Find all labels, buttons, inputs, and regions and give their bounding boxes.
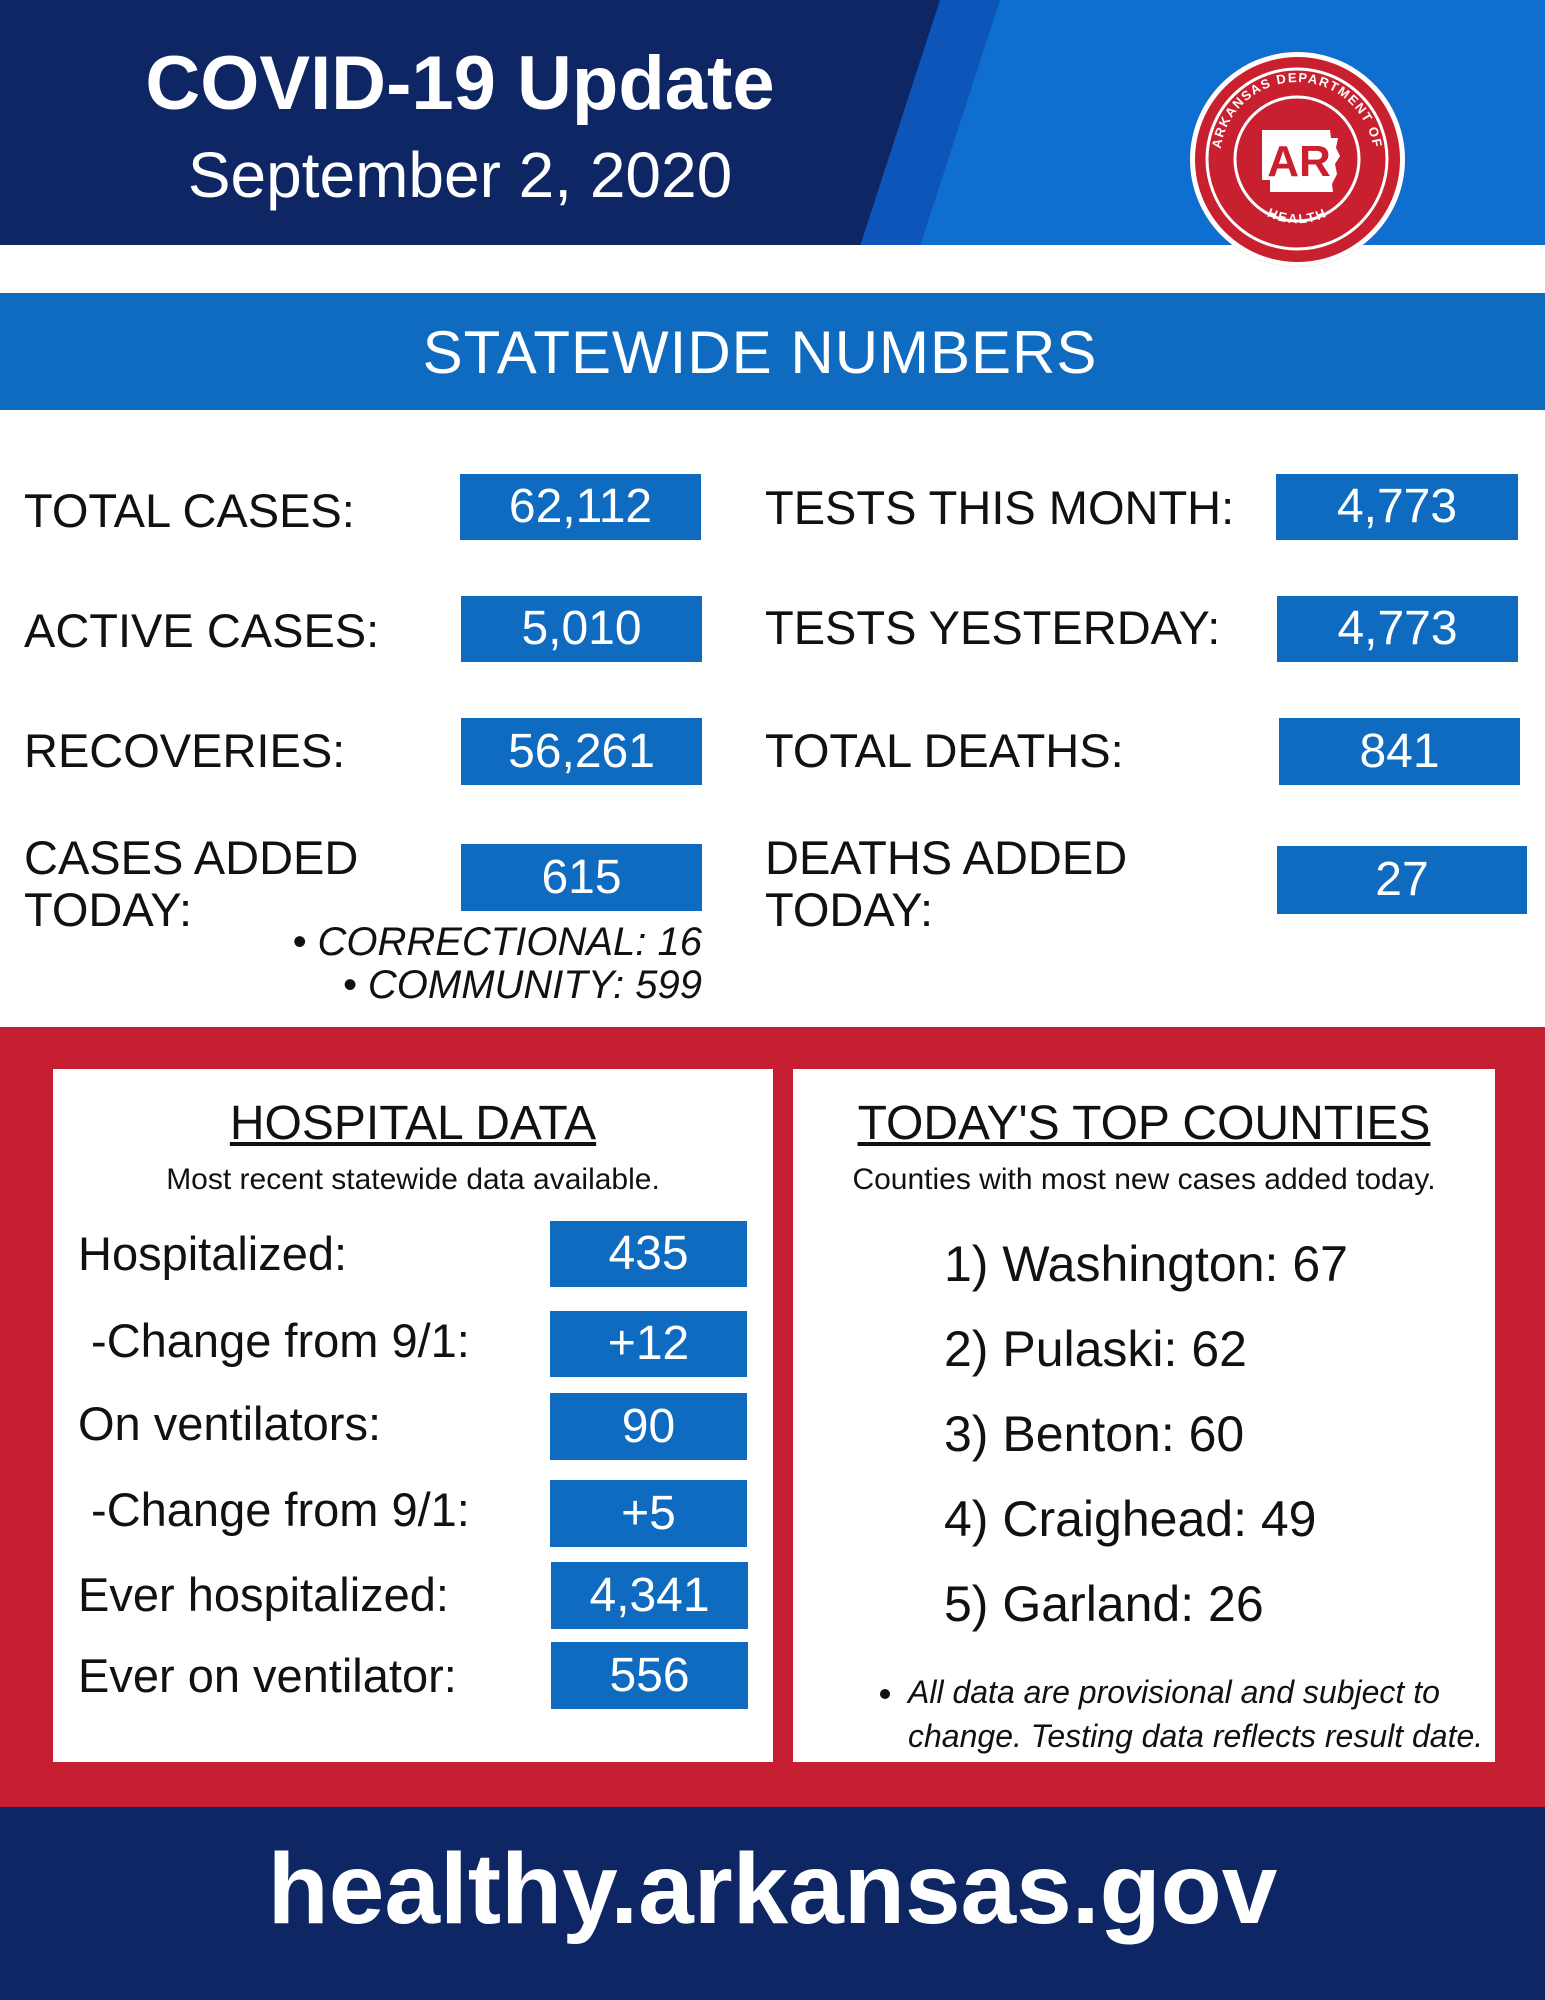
statewide-title: STATEWIDE NUMBERS bbox=[422, 319, 1098, 386]
stat-value-cases-added: 615 bbox=[461, 844, 702, 911]
stat-value-total-deaths: 841 bbox=[1279, 718, 1520, 785]
provisional-note: All data are provisional and subject to … bbox=[908, 1674, 1484, 1754]
counties-title: TODAY'S TOP COUNTIES bbox=[857, 1097, 1431, 1150]
hospital-label-change-hosp: -Change from 9/1: bbox=[78, 1314, 470, 1367]
hospital-label-ever-vent: Ever on ventilator: bbox=[78, 1649, 457, 1702]
breakdown-correctional: • CORRECTIONAL: 16 bbox=[292, 920, 702, 964]
stat-label-recoveries: RECOVERIES: bbox=[24, 724, 346, 777]
footer-banner bbox=[0, 1807, 1545, 2000]
hospital-label-ventilators: On ventilators: bbox=[78, 1397, 382, 1450]
stat-value-tests-month: 4,773 bbox=[1276, 474, 1518, 540]
stat-label-cases-added: CASES ADDED TODAY: bbox=[24, 831, 359, 936]
stat-label-active-cases: ACTIVE CASES: bbox=[24, 604, 380, 657]
stat-label-deaths-added: DEATHS ADDED TODAY: bbox=[765, 831, 1128, 936]
stat-value-deaths-added: 27 bbox=[1277, 846, 1527, 914]
county-item: 1) Washington: 67 bbox=[944, 1236, 1348, 1292]
hospital-label-change-vent: -Change from 9/1: bbox=[78, 1483, 470, 1536]
stat-label-total-cases: TOTAL CASES: bbox=[24, 484, 355, 537]
hospital-label-ever-hosp: Ever hospitalized: bbox=[78, 1568, 449, 1621]
page-date: September 2, 2020 bbox=[187, 139, 733, 211]
logo-ring-bottom: HEALTH bbox=[1266, 205, 1328, 226]
bullet-icon bbox=[880, 1689, 890, 1699]
hospital-label-hospitalized: Hospitalized: bbox=[78, 1227, 348, 1280]
counties-subtitle: Counties with most new cases added today… bbox=[852, 1163, 1436, 1196]
logo-monogram: AR bbox=[1267, 137, 1331, 186]
hospital-value-ever-hosp: 4,341 bbox=[551, 1562, 748, 1629]
counties-panel bbox=[793, 1069, 1495, 1762]
stat-value-active-cases: 5,010 bbox=[461, 596, 702, 662]
stat-label-tests-yesterday: TESTS YESTERDAY: bbox=[765, 601, 1221, 654]
county-item: 4) Craighead: 49 bbox=[944, 1491, 1317, 1547]
adh-seal-icon: ARKANSAS DEPARTMENT OF HEALTH AR bbox=[1205, 67, 1389, 251]
county-item: 2) Pulaski: 62 bbox=[944, 1321, 1247, 1377]
hospital-value-change-vent: +5 bbox=[550, 1480, 747, 1547]
statewide-banner bbox=[0, 293, 1545, 410]
stat-value-total-cases: 62,112 bbox=[460, 474, 701, 540]
page-title: COVID-19 Update bbox=[145, 41, 775, 126]
stat-label-tests-month: TESTS THIS MONTH: bbox=[765, 481, 1235, 534]
hospital-value-ventilators: 90 bbox=[550, 1393, 747, 1460]
hospital-title: HOSPITAL DATA bbox=[229, 1097, 597, 1150]
stat-value-recoveries: 56,261 bbox=[461, 718, 702, 785]
hospital-value-change-hosp: +12 bbox=[550, 1311, 747, 1377]
hospital-subtitle: Most recent statewide data available. bbox=[166, 1163, 660, 1196]
stat-value-tests-yesterday: 4,773 bbox=[1277, 596, 1518, 662]
county-item: 5) Garland: 26 bbox=[944, 1576, 1264, 1632]
county-item: 3) Benton: 60 bbox=[944, 1406, 1245, 1462]
hospital-value-ever-vent: 556 bbox=[551, 1642, 748, 1709]
breakdown-community: • COMMUNITY: 599 bbox=[342, 963, 702, 1007]
adh-logo: ARKANSAS DEPARTMENT OF HEALTH AR bbox=[1190, 52, 1405, 267]
website-link[interactable]: healthy.arkansas.gov bbox=[267, 1833, 1278, 1945]
svg-text:HEALTH: HEALTH bbox=[1266, 205, 1330, 226]
stat-label-total-deaths: TOTAL DEATHS: bbox=[765, 724, 1124, 777]
hospital-value-hospitalized: 435 bbox=[550, 1221, 747, 1287]
